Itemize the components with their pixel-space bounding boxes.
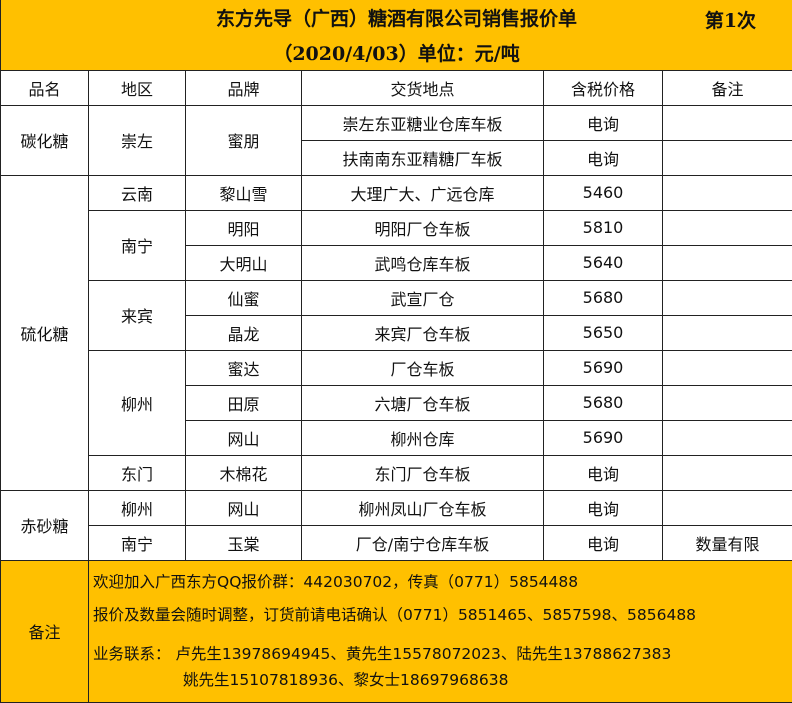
note-cell xyxy=(663,490,792,525)
region-cell: 南宁 xyxy=(89,525,186,560)
location-cell: 崇左东亚糖业仓库车板 xyxy=(302,105,544,140)
footer-line-contacts-2: 姚先生15107818936、黎女士18697968638 xyxy=(93,669,792,695)
location-cell: 厂仓/南宁仓库车板 xyxy=(302,525,544,560)
product-cell: 硫化糖 xyxy=(1,175,89,490)
price-cell: 5680 xyxy=(544,385,663,420)
note-cell xyxy=(663,385,792,420)
note-cell xyxy=(663,455,792,490)
table-row: 赤砂糖 柳州 网山 柳州凤山厂仓车板 电询 xyxy=(1,490,792,525)
title-text: 东方先导（广西）糖酒有限公司销售报价单 xyxy=(216,8,577,30)
header-note: 备注 xyxy=(663,70,792,105)
note-cell xyxy=(663,280,792,315)
brand-cell: 仙蜜 xyxy=(186,280,302,315)
footer-notes: 欢迎加入广西东方QQ报价群：442030702，传真（0771）5854488 … xyxy=(89,560,792,702)
location-cell: 柳州凤山厂仓车板 xyxy=(302,490,544,525)
note-cell xyxy=(663,350,792,385)
footer-line-qq: 欢迎加入广西东方QQ报价群：442030702，传真（0771）5854488 xyxy=(93,568,792,597)
table-row: 南宁 明阳 明阳厂仓车板 5810 xyxy=(1,210,792,245)
note-cell xyxy=(663,420,792,455)
location-cell: 扶南南东亚精糖厂车板 xyxy=(302,140,544,175)
batch-number: 第1次 xyxy=(705,6,756,33)
region-cell: 南宁 xyxy=(89,210,186,280)
brand-cell: 蜜朋 xyxy=(186,105,302,175)
price-cell: 电询 xyxy=(544,525,663,560)
brand-cell: 网山 xyxy=(186,490,302,525)
brand-cell: 田原 xyxy=(186,385,302,420)
note-cell xyxy=(663,210,792,245)
sheet-subtitle: （2020/4/03）单位：元/吨 xyxy=(1,35,792,70)
brand-cell: 大明山 xyxy=(186,245,302,280)
footer-line-contacts: 业务联系： 卢先生13978694945、黄先生15578072023、陆先生1… xyxy=(93,640,792,669)
price-cell: 5680 xyxy=(544,280,663,315)
price-cell: 电询 xyxy=(544,105,663,140)
footer-line-confirm: 报价及数量会随时调整，订货前请电话确认（0771）5851465、5857598… xyxy=(93,601,792,630)
price-cell: 电询 xyxy=(544,140,663,175)
location-cell: 厂仓车板 xyxy=(302,350,544,385)
price-cell: 5690 xyxy=(544,420,663,455)
table-row: 硫化糖 云南 黎山雪 大理广大、广远仓库 5460 xyxy=(1,175,792,210)
note-cell xyxy=(663,105,792,140)
region-cell: 来宾 xyxy=(89,280,186,350)
brand-cell: 明阳 xyxy=(186,210,302,245)
note-cell: 数量有限 xyxy=(663,525,792,560)
footer-row: 备注 欢迎加入广西东方QQ报价群：442030702，传真（0771）58544… xyxy=(1,560,792,702)
header-row: 品名 地区 品牌 交货地点 含税价格 备注 xyxy=(1,70,792,105)
footer-label: 备注 xyxy=(1,560,89,702)
region-cell: 柳州 xyxy=(89,350,186,455)
header-region: 地区 xyxy=(89,70,186,105)
table-row: 来宾 仙蜜 武宣厂仓 5680 xyxy=(1,280,792,315)
price-cell: 电询 xyxy=(544,455,663,490)
header-price: 含税价格 xyxy=(544,70,663,105)
brand-cell: 蜜达 xyxy=(186,350,302,385)
location-cell: 大理广大、广远仓库 xyxy=(302,175,544,210)
location-cell: 柳州仓库 xyxy=(302,420,544,455)
price-cell: 电询 xyxy=(544,490,663,525)
price-cell: 5690 xyxy=(544,350,663,385)
brand-cell: 木棉花 xyxy=(186,455,302,490)
price-cell: 5810 xyxy=(544,210,663,245)
location-cell: 东门厂仓车板 xyxy=(302,455,544,490)
brand-cell: 晶龙 xyxy=(186,315,302,350)
product-cell: 赤砂糖 xyxy=(1,490,89,560)
location-cell: 武宣厂仓 xyxy=(302,280,544,315)
price-cell: 5640 xyxy=(544,245,663,280)
price-cell: 5650 xyxy=(544,315,663,350)
brand-cell: 玉棠 xyxy=(186,525,302,560)
brand-cell: 黎山雪 xyxy=(186,175,302,210)
region-cell: 柳州 xyxy=(89,490,186,525)
location-cell: 来宾厂仓车板 xyxy=(302,315,544,350)
location-cell: 六塘厂仓车板 xyxy=(302,385,544,420)
price-cell: 5460 xyxy=(544,175,663,210)
note-cell xyxy=(663,245,792,280)
region-cell: 云南 xyxy=(89,175,186,210)
region-cell: 崇左 xyxy=(89,105,186,175)
region-cell: 东门 xyxy=(89,455,186,490)
header-brand: 品牌 xyxy=(186,70,302,105)
table-row: 南宁 玉棠 厂仓/南宁仓库车板 电询 数量有限 xyxy=(1,525,792,560)
header-location: 交货地点 xyxy=(302,70,544,105)
note-cell xyxy=(663,315,792,350)
header-product: 品名 xyxy=(1,70,89,105)
table-row: 东门 木棉花 东门厂仓车板 电询 xyxy=(1,455,792,490)
table-row: 碳化糖 崇左 蜜朋 崇左东亚糖业仓库车板 电询 xyxy=(1,105,792,140)
product-cell: 碳化糖 xyxy=(1,105,89,175)
note-cell xyxy=(663,140,792,175)
sheet-title: 东方先导（广西）糖酒有限公司销售报价单 第1次 xyxy=(1,0,792,35)
note-cell xyxy=(663,175,792,210)
brand-cell: 网山 xyxy=(186,420,302,455)
location-cell: 明阳厂仓车板 xyxy=(302,210,544,245)
table-row: 柳州 蜜达 厂仓车板 5690 xyxy=(1,350,792,385)
location-cell: 武鸣仓库车板 xyxy=(302,245,544,280)
